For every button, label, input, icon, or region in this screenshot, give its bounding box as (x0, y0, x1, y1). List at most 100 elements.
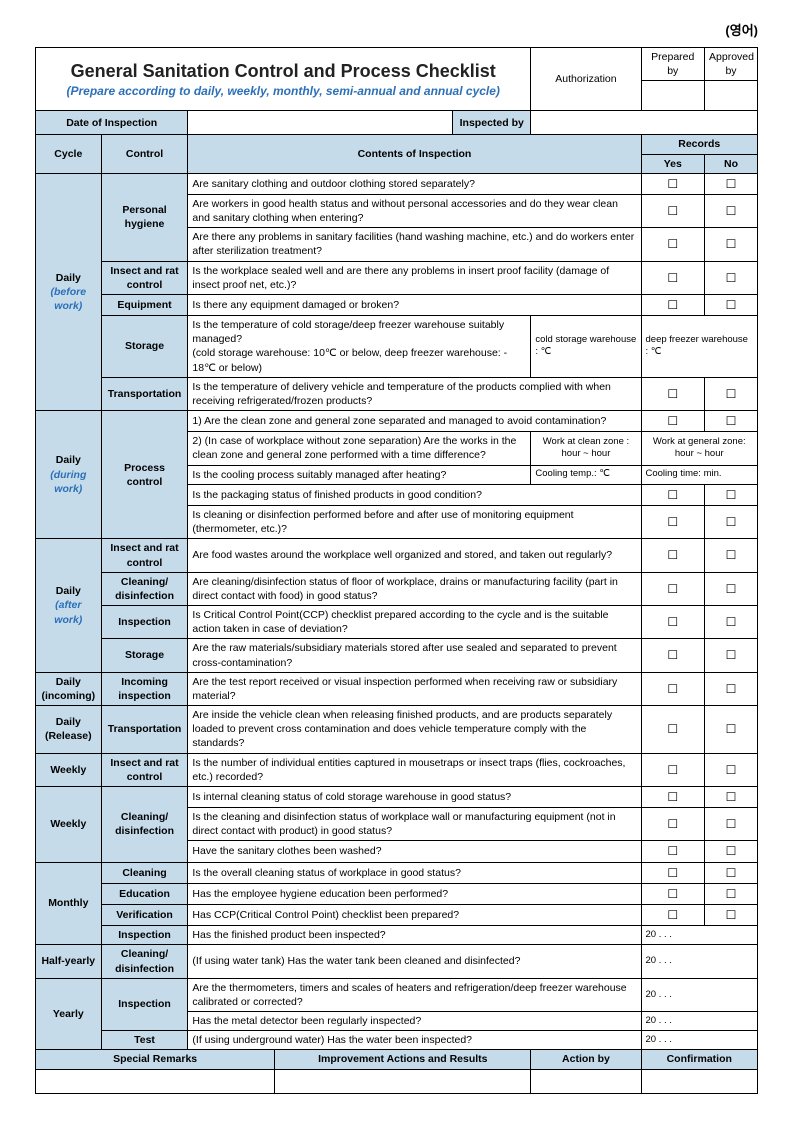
ctrl-insect3: Insect and rat control (101, 753, 188, 786)
check-no[interactable]: ☐ (705, 786, 758, 807)
date-field[interactable] (188, 111, 453, 135)
check-yes[interactable]: ☐ (641, 883, 705, 904)
q-d2a[interactable]: Work at clean zone : hour ~ hour (531, 432, 641, 465)
cycle-release-l1: Daily (56, 716, 81, 728)
date-y2[interactable]: 20 . . . (641, 1012, 758, 1031)
approved-by-label: Approved by (705, 48, 758, 81)
q-d2b[interactable]: Work at general zone: hour ~ hour (641, 432, 758, 465)
cycle-yearly: Yearly (36, 978, 102, 1050)
check-yes[interactable]: ☐ (641, 706, 705, 754)
footer-improve-field[interactable] (275, 1069, 531, 1093)
check-yes[interactable]: ☐ (641, 506, 705, 539)
check-no[interactable]: ☐ (705, 173, 758, 194)
check-no[interactable]: ☐ (705, 194, 758, 227)
check-no[interactable]: ☐ (705, 883, 758, 904)
cycle-incoming-l2: (incoming) (41, 690, 95, 702)
check-yes[interactable]: ☐ (641, 862, 705, 883)
date-y1[interactable]: 20 . . . (641, 978, 758, 1011)
check-yes[interactable]: ☐ (641, 484, 705, 505)
cycle-release-l2: (Release) (45, 730, 92, 742)
ctrl-edu: Education (101, 883, 188, 904)
check-no[interactable]: ☐ (705, 228, 758, 261)
check-yes[interactable]: ☐ (641, 539, 705, 572)
check-no[interactable]: ☐ (705, 606, 758, 639)
check-yes[interactable]: ☐ (641, 228, 705, 261)
q-a3: Is Critical Control Point(CCP) checklist… (188, 606, 641, 639)
check-no[interactable]: ☐ (705, 377, 758, 410)
q-w1: Is the number of individual entities cap… (188, 753, 641, 786)
check-yes[interactable]: ☐ (641, 411, 705, 432)
check-no[interactable]: ☐ (705, 572, 758, 605)
check-no[interactable]: ☐ (705, 639, 758, 672)
ctrl-phyg: Personal hygiene (101, 173, 188, 261)
col-cycle: Cycle (36, 135, 102, 173)
check-no[interactable]: ☐ (705, 261, 758, 294)
cycle-before-l1: Daily (56, 272, 81, 284)
checklist-table: General Sanitation Control and Process C… (35, 47, 758, 1094)
check-no[interactable]: ☐ (705, 706, 758, 754)
footer-confirm-field[interactable] (641, 1069, 758, 1093)
cycle-before-l2: (before work) (51, 286, 87, 312)
q-re1: Are inside the vehicle clean when releas… (188, 706, 641, 754)
check-no[interactable]: ☐ (705, 294, 758, 315)
check-no[interactable]: ☐ (705, 841, 758, 862)
check-yes[interactable]: ☐ (641, 294, 705, 315)
footer-actionby-field[interactable] (531, 1069, 641, 1093)
date-y3[interactable]: 20 . . . (641, 1031, 758, 1050)
cycle-half: Half-yearly (36, 945, 102, 978)
cycle-after: Daily (after work) (36, 539, 102, 672)
q-d3b[interactable]: Cooling time: min. (641, 465, 758, 484)
prepared-by-field[interactable] (641, 81, 705, 111)
check-yes[interactable]: ☐ (641, 672, 705, 705)
q-y1: Are the thermometers, timers and scales … (188, 978, 641, 1011)
check-yes[interactable]: ☐ (641, 841, 705, 862)
date-h1[interactable]: 20 . . . (641, 945, 758, 978)
check-no[interactable]: ☐ (705, 411, 758, 432)
check-yes[interactable]: ☐ (641, 261, 705, 294)
col-contents: Contents of Inspection (188, 135, 641, 173)
q-b6b[interactable]: deep freezer warehouse : ℃ (641, 316, 758, 378)
check-yes[interactable]: ☐ (641, 377, 705, 410)
prepared-by-label: Prepared by (641, 48, 705, 81)
q-y3: (If using underground water) Has the wat… (188, 1031, 641, 1050)
check-yes[interactable]: ☐ (641, 808, 705, 841)
ctrl-inspect2: Inspection (101, 926, 188, 945)
check-no[interactable]: ☐ (705, 753, 758, 786)
check-no[interactable]: ☐ (705, 672, 758, 705)
cycle-during-l1: Daily (56, 454, 81, 466)
check-yes[interactable]: ☐ (641, 753, 705, 786)
q-h1: (If using water tank) Has the water tank… (188, 945, 641, 978)
inspected-by-field[interactable] (531, 111, 758, 135)
check-yes[interactable]: ☐ (641, 572, 705, 605)
check-yes[interactable]: ☐ (641, 639, 705, 672)
check-no[interactable]: ☐ (705, 862, 758, 883)
date-m4[interactable]: 20 . . . (641, 926, 758, 945)
check-no[interactable]: ☐ (705, 905, 758, 926)
check-no[interactable]: ☐ (705, 506, 758, 539)
cycle-after-l2: (after work) (54, 599, 82, 625)
check-yes[interactable]: ☐ (641, 194, 705, 227)
q-b3: Are there any problems in sanitary facil… (188, 228, 641, 261)
footer-confirm: Confirmation (641, 1050, 758, 1069)
ctrl-process: Process control (101, 411, 188, 539)
footer-remarks-field[interactable] (36, 1069, 275, 1093)
check-yes[interactable]: ☐ (641, 606, 705, 639)
check-no[interactable]: ☐ (705, 484, 758, 505)
approved-by-field[interactable] (705, 81, 758, 111)
ctrl-cleandis3: Cleaning/ disinfection (101, 945, 188, 978)
q-d3: Is the cooling process suitably managed … (188, 465, 531, 484)
check-yes[interactable]: ☐ (641, 173, 705, 194)
col-no: No (705, 154, 758, 173)
cycle-incoming-l1: Daily (56, 676, 81, 688)
cycle-incoming: Daily (incoming) (36, 672, 102, 705)
q-w4: Have the sanitary clothes been washed? (188, 841, 641, 862)
ctrl-trans2: Transportation (101, 706, 188, 754)
check-yes[interactable]: ☐ (641, 905, 705, 926)
check-no[interactable]: ☐ (705, 539, 758, 572)
check-yes[interactable]: ☐ (641, 786, 705, 807)
q-d3a[interactable]: Cooling temp.: ℃ (531, 465, 641, 484)
ctrl-insect: Insect and rat control (101, 261, 188, 294)
q-b6a[interactable]: cold storage warehouse : ℃ (531, 316, 641, 378)
check-no[interactable]: ☐ (705, 808, 758, 841)
q-w3: Is the cleaning and disinfection status … (188, 808, 641, 841)
